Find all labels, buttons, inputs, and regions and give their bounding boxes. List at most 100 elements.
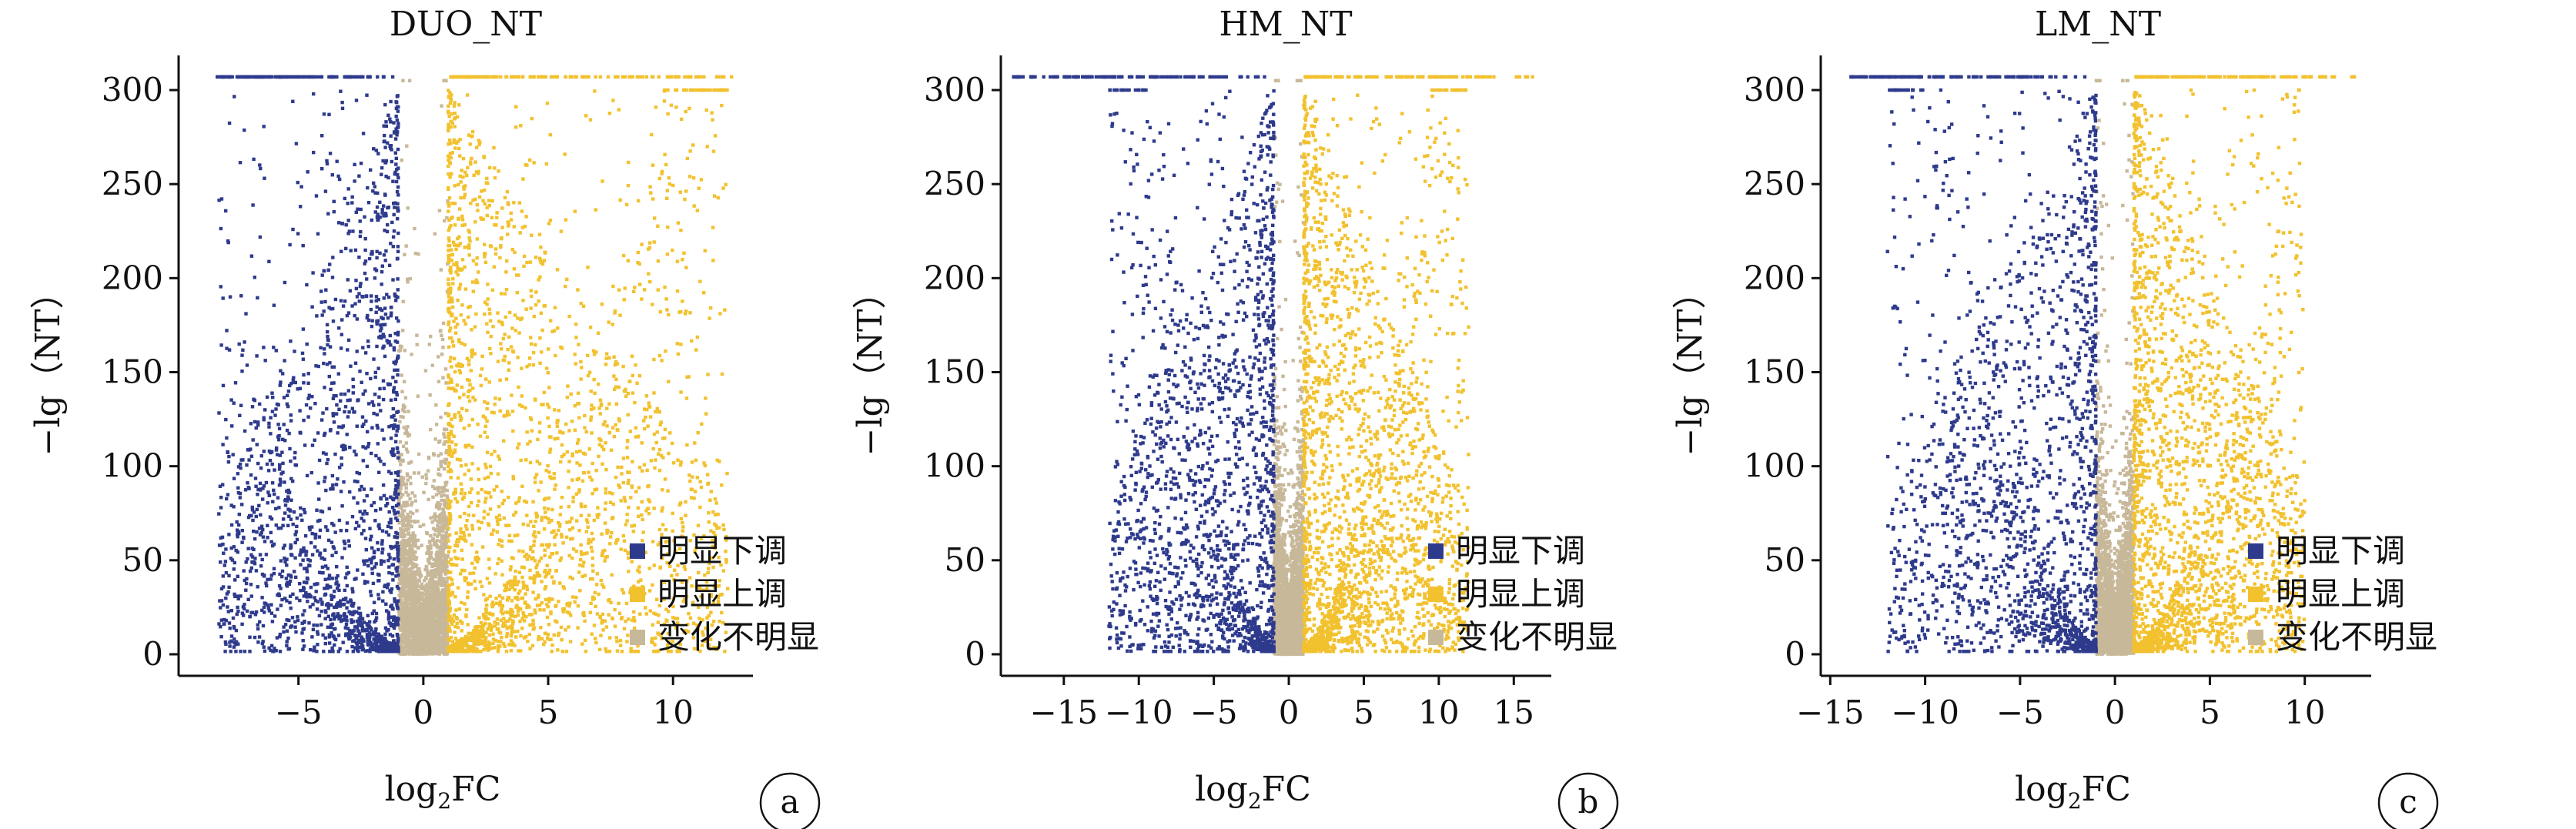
not-significant-series [396, 79, 450, 657]
down-regulated-point [250, 555, 255, 559]
down-regulated-point [339, 599, 343, 603]
down-regulated-point [232, 567, 236, 571]
down-regulated-point [318, 551, 323, 555]
down-regulated-point [267, 646, 271, 650]
down-regulated-point [229, 609, 233, 613]
down-regulated-point [228, 644, 232, 648]
not-significant-point [444, 427, 449, 432]
down-regulated-point [349, 364, 353, 368]
down-regulated-point [249, 254, 254, 258]
down-regulated-point [324, 288, 328, 292]
down-regulated-point [357, 631, 362, 636]
down-regulated-point [396, 518, 400, 522]
up-regulated-point [671, 604, 675, 609]
not-significant-point [443, 594, 447, 598]
not-significant-point [406, 531, 410, 535]
not-significant-point [412, 646, 417, 650]
down-regulated-point [382, 204, 386, 208]
down-regulated-point [383, 229, 386, 232]
down-regulated-point [324, 603, 329, 607]
not-significant-point [420, 582, 424, 587]
down-regulated-point [274, 448, 279, 452]
not-significant-point [402, 621, 406, 625]
not-significant-point [417, 573, 421, 577]
down-regulated-point [384, 602, 388, 606]
down-regulated-point [396, 172, 400, 177]
not-significant-point [410, 595, 414, 599]
down-regulated-point [361, 512, 365, 516]
down-regulated-point [278, 477, 283, 481]
not-significant-point [441, 535, 445, 539]
up-regulated-point [494, 515, 499, 520]
down-regulated-point [286, 389, 291, 393]
down-regulated-point [303, 620, 306, 624]
down-regulated-point [370, 567, 374, 571]
down-regulated-point [283, 503, 288, 507]
down-regulated-point [285, 643, 289, 647]
down-regulated-point [373, 185, 376, 189]
down-regulated-point [259, 466, 263, 470]
not-significant-point [407, 461, 411, 465]
down-regulated-point [391, 245, 395, 249]
down-regulated-point [386, 582, 390, 587]
not-significant-point [410, 501, 414, 505]
down-regulated-point [372, 147, 376, 151]
down-regulated-point [396, 245, 400, 249]
down-regulated-point [335, 580, 339, 584]
down-regulated-point [229, 634, 234, 638]
not-significant-point [408, 644, 412, 648]
down-regulated-point [325, 159, 329, 163]
down-regulated-point [374, 310, 378, 314]
down-regulated-point [293, 463, 297, 467]
not-significant-point [406, 513, 410, 516]
down-regulated-point [329, 307, 333, 311]
down-regulated-point [392, 346, 396, 350]
down-regulated-point [305, 75, 309, 79]
down-regulated-point [354, 647, 358, 650]
down-regulated-point [320, 273, 324, 277]
down-regulated-point [316, 549, 319, 553]
not-significant-point [442, 581, 446, 586]
down-regulated-point [234, 628, 239, 633]
down-regulated-point [384, 120, 388, 124]
down-regulated-point [375, 256, 379, 260]
down-regulated-point [323, 386, 326, 389]
down-regulated-point [290, 553, 294, 557]
up-regulated-point [608, 636, 612, 640]
not-significant-point [443, 625, 448, 630]
down-regulated-point [390, 604, 393, 608]
down-regulated-point [336, 573, 340, 578]
not-significant-point [402, 483, 406, 486]
up-regulated-point [576, 391, 580, 395]
not-significant-point [417, 645, 421, 649]
not-significant-point [436, 623, 440, 627]
not-significant-point [406, 527, 410, 531]
down-regulated-point [287, 618, 291, 623]
down-regulated-point [387, 339, 391, 344]
not-significant-point [402, 624, 406, 628]
down-regulated-point [357, 617, 361, 620]
down-regulated-point [219, 599, 224, 603]
down-regulated-point [395, 532, 400, 536]
down-regulated-point [389, 517, 393, 521]
down-regulated-point [375, 205, 380, 209]
not-significant-point [410, 561, 415, 566]
down-regulated-point [317, 458, 322, 463]
down-regulated-point [232, 625, 236, 629]
down-regulated-point [227, 454, 231, 459]
down-regulated-point [270, 620, 275, 623]
not-significant-point [416, 633, 420, 638]
not-significant-point [429, 638, 433, 642]
not-significant-point [433, 640, 437, 645]
down-regulated-point [295, 596, 299, 600]
not-significant-point [403, 600, 407, 603]
down-regulated-point [317, 497, 321, 501]
down-regulated-point [396, 479, 400, 483]
not-significant-point [416, 570, 420, 574]
down-regulated-point [229, 650, 233, 654]
not-significant-point [427, 547, 431, 551]
down-regulated-point [256, 420, 260, 424]
down-regulated-point [360, 626, 365, 630]
down-regulated-point [325, 461, 329, 466]
down-regulated-point [253, 75, 257, 79]
